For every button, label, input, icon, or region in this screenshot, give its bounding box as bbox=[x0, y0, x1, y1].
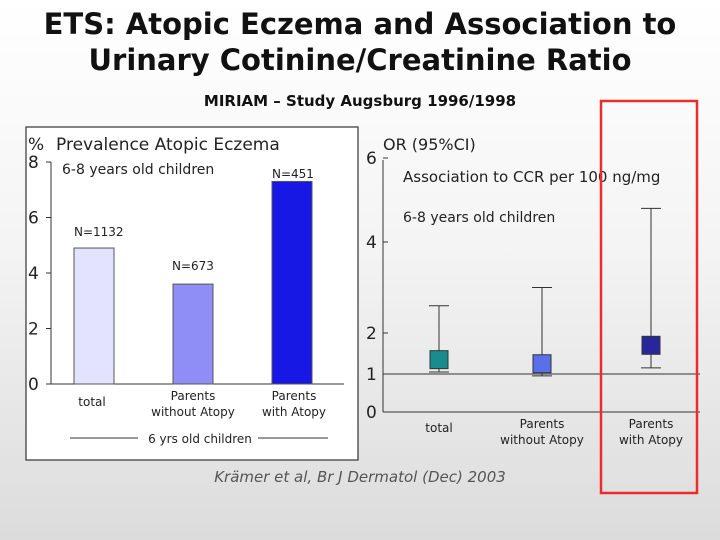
prevalence-y-tick-label: 8 bbox=[28, 153, 39, 173]
prevalence-bar bbox=[172, 283, 214, 385]
or-annotation-sub: 6-8 years old children bbox=[403, 210, 555, 226]
prevalence-y-tick-label: 2 bbox=[28, 320, 39, 340]
prevalence-category-label: total bbox=[78, 395, 105, 409]
odds-ratio-chart: OR (95%CI) Association to CCR per 100 ng… bbox=[366, 135, 700, 447]
group-label: 6 yrs old children bbox=[148, 432, 252, 446]
citation: Krämer et al, Br J Dermatol (Dec) 2003 bbox=[214, 468, 506, 486]
prevalence-chart: % Prevalence Atopic Eczema 6-8 years old… bbox=[28, 135, 344, 446]
or-annotation: Association to CCR per 100 ng/mg bbox=[403, 168, 660, 186]
or-y-tick-label: 0 bbox=[366, 403, 377, 423]
or-point-marker bbox=[641, 335, 661, 355]
prevalence-y-tick-label: 4 bbox=[28, 264, 39, 284]
prevalence-bar bbox=[73, 247, 115, 385]
highlight-box bbox=[599, 99, 699, 495]
prevalence-bar bbox=[271, 180, 313, 385]
slide-subtitle: MIRIAM – Study Augsburg 1996/1998 bbox=[203, 92, 517, 110]
prevalence-y-tick-label: 0 bbox=[28, 375, 39, 395]
prevalence-subtitle: 6-8 years old children bbox=[62, 162, 214, 178]
or-category-label: Parents with Atopy bbox=[619, 417, 683, 447]
or-y-tick-label: 6 bbox=[366, 149, 377, 169]
n-label: N=451 bbox=[272, 167, 314, 181]
prevalence-y-tick-label: 6 bbox=[28, 209, 39, 229]
or-y-tick-label: 1 bbox=[366, 365, 377, 385]
slide-title-line-1: ETS: Atopic Eczema and Association to bbox=[43, 7, 677, 41]
n-label: N=673 bbox=[172, 259, 214, 273]
or-point-marker bbox=[429, 350, 449, 370]
prevalence-category-label: Parents without Atopy bbox=[151, 389, 235, 419]
prevalence-ylabel: % bbox=[28, 135, 44, 155]
or-category-label: Parents without Atopy bbox=[500, 417, 584, 447]
slide-title-line-2: Urinary Cotinine/Creatinine Ratio bbox=[88, 43, 632, 77]
or-y-tick-label: 2 bbox=[366, 324, 377, 344]
n-label: N=1132 bbox=[74, 225, 124, 239]
prevalence-title: Prevalence Atopic Eczema bbox=[56, 135, 280, 155]
or-category-label: total bbox=[425, 421, 452, 435]
or-title: OR (95%CI) bbox=[383, 135, 476, 154]
or-y-tick-label: 4 bbox=[366, 233, 377, 253]
or-point-marker bbox=[532, 354, 552, 374]
prevalence-category-label: Parents with Atopy bbox=[262, 389, 326, 419]
